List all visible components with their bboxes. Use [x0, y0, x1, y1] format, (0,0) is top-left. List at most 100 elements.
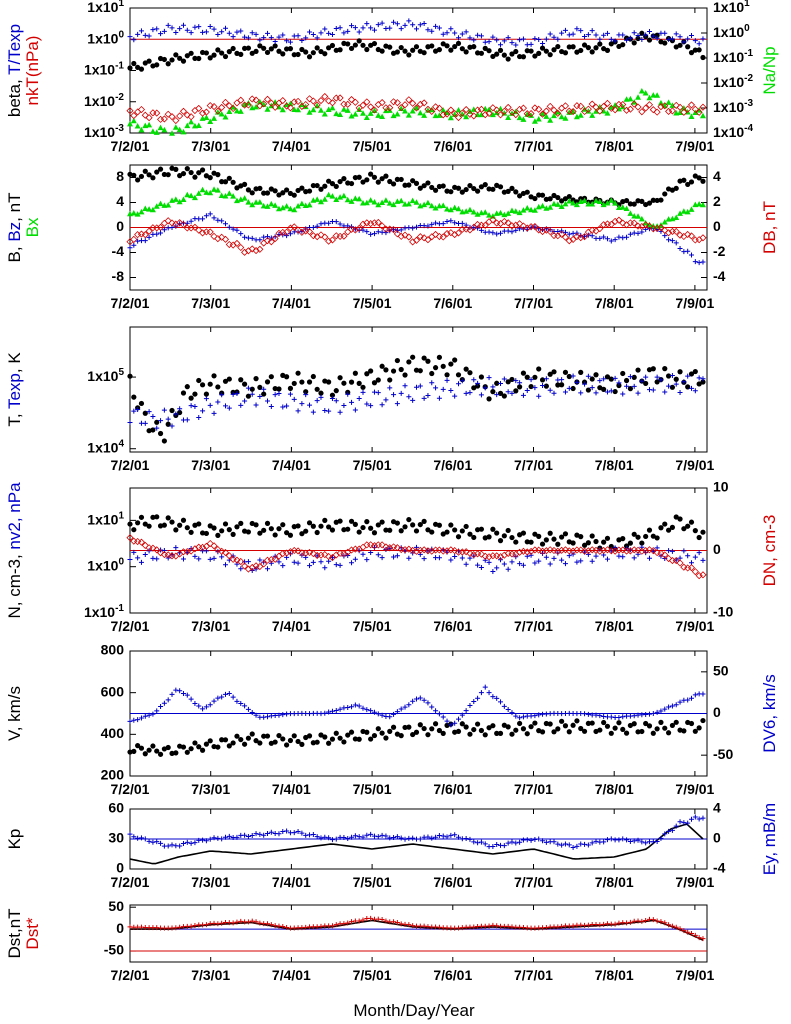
data-point-field-black — [234, 185, 240, 191]
data-point-kp-blue — [138, 835, 144, 841]
data-point-velocity-black — [608, 730, 614, 736]
data-point-density-blue — [528, 552, 534, 558]
x-tick-label: 7/5/01 — [353, 138, 392, 154]
data-point-temperature-blue — [127, 419, 133, 425]
data-point-density-black — [203, 530, 209, 537]
data-point-field-black — [345, 180, 351, 186]
data-point-field-black — [467, 182, 473, 189]
data-point-field-black — [700, 178, 706, 184]
data-point-beta-green — [157, 124, 164, 131]
data-point-field-black — [413, 180, 420, 186]
data-point-temperature-black — [387, 377, 393, 383]
data-point-beta-green — [325, 106, 332, 113]
data-point-velocity-blue — [337, 706, 343, 712]
data-point-beta-red — [294, 97, 302, 105]
data-point-temperature-blue — [624, 383, 630, 389]
data-point-field-green — [379, 199, 386, 205]
data-point-temperature-black — [593, 372, 599, 378]
data-point-temperature-blue — [578, 390, 584, 396]
data-point-density-black — [421, 518, 427, 524]
data-point-velocity-blue — [532, 713, 538, 719]
data-point-density-blue — [543, 554, 549, 560]
data-point-beta-green — [356, 106, 363, 113]
data-point-velocity-blue — [142, 713, 148, 719]
data-point-kp-blue — [192, 840, 198, 846]
data-point-beta-black — [230, 45, 236, 52]
x-tick-label: 7/7/01 — [514, 295, 553, 311]
data-point-field-black — [463, 186, 469, 193]
data-point-velocity-blue — [203, 704, 209, 710]
data-point-velocity-blue — [616, 714, 622, 720]
data-point-field-green — [298, 200, 305, 207]
data-point-field-blue — [406, 225, 412, 231]
data-point-kp-blue — [180, 841, 186, 846]
data-point-temperature-black — [688, 371, 695, 377]
data-point-temperature-black — [551, 369, 557, 375]
data-point-field-green — [230, 193, 237, 199]
data-point-beta-black — [585, 45, 591, 51]
data-point-beta-blue — [245, 35, 251, 41]
y-tick-label-left: -4 — [112, 243, 125, 259]
data-point-velocity-black — [669, 722, 676, 729]
data-point-beta-green — [363, 114, 370, 121]
data-point-density-black — [677, 516, 683, 522]
data-point-beta-green — [360, 110, 367, 116]
data-point-velocity-black — [490, 723, 496, 729]
data-point-kp-blue — [467, 836, 473, 842]
data-point-velocity-black — [150, 743, 156, 749]
data-point-temperature-blue — [375, 390, 381, 396]
data-point-velocity-black — [410, 731, 416, 738]
data-point-temperature-black — [520, 370, 527, 376]
data-point-beta-blue — [272, 39, 278, 45]
data-point-beta-red — [199, 109, 207, 117]
data-point-beta-black — [161, 56, 167, 63]
data-point-density-black — [471, 534, 477, 541]
data-point-beta-red — [221, 98, 230, 106]
data-point-beta-blue — [540, 40, 546, 46]
data-point-beta-blue — [188, 30, 194, 36]
data-point-beta-red — [676, 103, 684, 111]
data-point-beta-black — [688, 50, 695, 56]
data-point-temperature-blue — [406, 394, 412, 400]
y-tick-label-left: 1x10-1 — [84, 60, 124, 77]
data-point-velocity-blue — [226, 691, 232, 697]
data-point-density-blue — [161, 548, 167, 554]
data-point-kp-blue — [627, 838, 633, 844]
data-point-density-blue — [222, 562, 228, 568]
data-point-temperature-black — [570, 385, 576, 392]
data-point-temperature-blue — [475, 380, 481, 386]
y-tick-label-left: -50 — [104, 942, 124, 958]
data-point-temperature-blue — [685, 373, 691, 379]
data-point-beta-black — [207, 55, 213, 61]
data-point-velocity-blue — [322, 710, 328, 716]
data-point-field-blue — [257, 237, 263, 243]
data-point-temperature-black — [604, 374, 611, 380]
y-axis-label-right-beta: Na/Np — [760, 46, 779, 94]
y-axis-label-left-kp: Kp — [5, 829, 24, 850]
data-point-field-black — [551, 192, 557, 199]
data-point-beta-red — [263, 95, 272, 103]
data-point-temperature-blue — [612, 375, 618, 381]
data-point-beta-black — [138, 66, 145, 72]
data-point-temperature-black — [509, 376, 515, 383]
data-point-dst-red — [230, 920, 236, 926]
data-point-density-red — [691, 568, 699, 576]
data-point-velocity-blue — [700, 691, 706, 697]
data-point-density-red — [600, 546, 608, 554]
data-point-kp-blue — [673, 823, 679, 829]
data-point-density-black — [371, 530, 378, 536]
data-point-density-blue — [280, 563, 286, 569]
data-point-beta-red — [214, 107, 222, 115]
data-point-beta-blue — [219, 29, 225, 35]
data-point-dst-red — [265, 921, 271, 927]
data-point-density-black — [329, 527, 336, 533]
data-point-temperature-black — [261, 391, 267, 397]
data-point-velocity-blue — [192, 700, 198, 706]
data-point-density-blue — [234, 561, 240, 567]
y-axis-label-left-field: B, Bz, nT — [5, 193, 24, 263]
data-point-field-red — [432, 230, 440, 238]
data-point-temperature-blue — [425, 392, 431, 398]
data-point-beta-blue — [547, 31, 553, 37]
data-point-field-green — [203, 189, 210, 195]
